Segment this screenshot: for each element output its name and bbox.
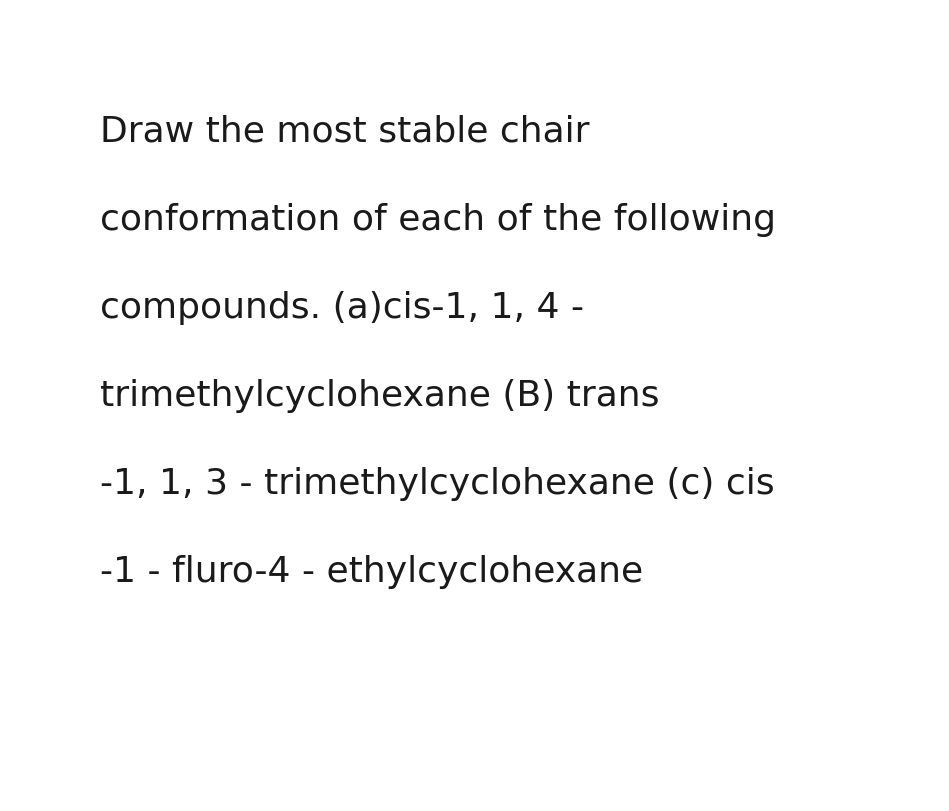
Text: -1 - fluro-4 - ethylcyclohexane: -1 - fluro-4 - ethylcyclohexane [100, 554, 643, 588]
Text: compounds. (a)cis-1, 1, 4 -: compounds. (a)cis-1, 1, 4 - [100, 290, 584, 324]
Text: trimethylcyclohexane (B) trans: trimethylcyclohexane (B) trans [100, 379, 660, 413]
Text: Draw the most stable chair: Draw the most stable chair [100, 115, 589, 148]
Text: conformation of each of the following: conformation of each of the following [100, 203, 776, 237]
Text: -1, 1, 3 - trimethylcyclohexane (c) cis: -1, 1, 3 - trimethylcyclohexane (c) cis [100, 466, 774, 500]
